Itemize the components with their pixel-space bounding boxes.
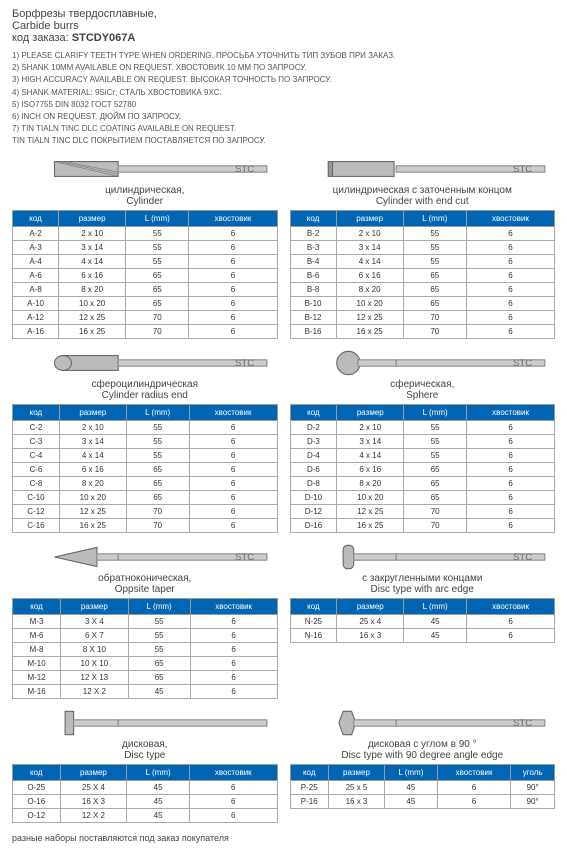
- table-row: C-1616 x 25706: [13, 518, 278, 532]
- header: Борфрезы твердосплавные, Carbide burrs к…: [12, 8, 555, 44]
- footer-text: разные наборы поставляются под заказ пок…: [12, 833, 555, 843]
- spec-table-B: кодразмерL (mm)хвостовикB-22 x 10556B-33…: [290, 210, 556, 339]
- spec-table-D: кодразмерL (mm)хвостовикD-22 x 10556D-33…: [290, 404, 556, 533]
- svg-text:STC: STC: [513, 552, 532, 563]
- table-row: C-66 x 16656: [13, 462, 278, 476]
- spec-table-O: кодразмерL (mm)хвостовикO-2525 X 4456O-1…: [12, 764, 278, 823]
- table-row: B-88 x 20656: [290, 282, 555, 296]
- table-row: N-2525 x 4456: [290, 614, 555, 628]
- table-row: D-22 x 10556: [290, 420, 555, 434]
- note-line: 7) TIN TIALN TINC DLC COATING AVAILABLE …: [12, 123, 555, 134]
- section-title: дисковая, Disc type: [12, 739, 278, 761]
- notes-list: 1) PLEASE CLARIFY TEETH TYPE WHEN ORDERI…: [12, 50, 555, 147]
- table-row: C-1010 x 20656: [13, 490, 278, 504]
- table-row: D-44 x 14556: [290, 448, 555, 462]
- section-title: дисковая с углом в 90 ° Disc type with 9…: [290, 739, 556, 761]
- section-title: цилиндрическая, Cylinder: [12, 185, 278, 207]
- table-row: A-1616 x 25706: [13, 324, 278, 338]
- spec-table-C: кодразмерL (mm)хвостовикC-22 x 10556C-33…: [12, 404, 278, 533]
- section-P: STC дисковая с углом в 90 ° Disc type wi…: [290, 709, 556, 823]
- spec-table-M: кодразмерL (mm)хвостовикM-33 X 4556M-66 …: [12, 598, 278, 699]
- tool-diagram-A: STC: [12, 155, 278, 183]
- tool-diagram-D: STC: [290, 349, 556, 377]
- tool-diagram-N: STC: [290, 543, 556, 571]
- table-row: C-33 x 14556: [13, 434, 278, 448]
- tool-diagram-C: STC: [12, 349, 278, 377]
- table-row: M-1212 X 13656: [13, 670, 278, 684]
- table-row: D-66 x 16656: [290, 462, 555, 476]
- title-en: Carbide burrs: [12, 20, 555, 32]
- table-row: A-1212 x 25706: [13, 310, 278, 324]
- section-A: STC цилиндрическая, Cylinder кодразмерL …: [12, 155, 278, 339]
- table-row: A-66 x 16656: [13, 268, 278, 282]
- spec-table-P: кодразмерL (mm)хвостовикугольP-2525 x 54…: [290, 764, 556, 809]
- table-row: C-1212 x 25706: [13, 504, 278, 518]
- order-code: код заказа: STCDY067A: [12, 32, 555, 44]
- table-row: D-33 x 14556: [290, 434, 555, 448]
- spec-table-A: кодразмерL (mm)хвостовикA-22 x 10556A-33…: [12, 210, 278, 339]
- tool-diagram-M: STC: [12, 543, 278, 571]
- section-title: цилиндрическая с заточенным концом Cylin…: [290, 185, 556, 207]
- svg-text:STC: STC: [513, 718, 532, 729]
- tool-diagram-O: [12, 709, 278, 737]
- table-row: D-88 x 20656: [290, 476, 555, 490]
- table-row: C-44 x 14556: [13, 448, 278, 462]
- table-row: M-66 X 7556: [13, 628, 278, 642]
- table-row: A-44 x 14556: [13, 254, 278, 268]
- section-title: сферическая, Sphere: [290, 379, 556, 401]
- table-row: B-44 x 14556: [290, 254, 555, 268]
- table-row: M-1010 X 10656: [13, 656, 278, 670]
- note-line: 6) INCH ON REQUEST. ДЮЙМ ПО ЗАПРОСУ.: [12, 111, 555, 122]
- section-O: дисковая, Disc type кодразмерL (mm)хвост…: [12, 709, 278, 823]
- section-M: STC обратноконическая, Oppsite taper код…: [12, 543, 278, 699]
- svg-text:STC: STC: [235, 164, 254, 175]
- section-title: с закругленными концами Disc type with a…: [290, 573, 556, 595]
- table-row: M-88 X 10556: [13, 642, 278, 656]
- note-line: 1) PLEASE CLARIFY TEETH TYPE WHEN ORDERI…: [12, 50, 555, 61]
- note-line: 4) SHANK MATERIAL: 9SiCr; СТАЛЬ ХВОСТОВИ…: [12, 87, 555, 98]
- note-line: 3) HIGH ACCURACY AVAILABLE ON REQUEST. В…: [12, 74, 555, 85]
- svg-text:STC: STC: [235, 358, 254, 369]
- note-line: 5) ISO7755 DIN 8032 ГОСТ 52780: [12, 99, 555, 110]
- note-line: TIN TIALN TINC DLC ПОКРЫТИЕМ ПОСТАВЛЯЕТС…: [12, 135, 555, 146]
- table-row: A-33 x 14556: [13, 240, 278, 254]
- table-row: C-88 x 20656: [13, 476, 278, 490]
- spec-table-N: кодразмерL (mm)хвостовикN-2525 x 4456N-1…: [290, 598, 556, 643]
- table-row: B-1616 x 25706: [290, 324, 555, 338]
- note-line: 2) SHANK 10MM AVAILABLE ON REQUEST. ХВОС…: [12, 62, 555, 73]
- tool-diagram-P: STC: [290, 709, 556, 737]
- table-row: A-88 x 20656: [13, 282, 278, 296]
- table-row: B-66 x 16656: [290, 268, 555, 282]
- table-row: O-1212 X 2456: [13, 808, 278, 822]
- section-N: STC с закругленными концами Disc type wi…: [290, 543, 556, 699]
- table-row: B-22 x 10556: [290, 226, 555, 240]
- svg-text:STC: STC: [513, 164, 532, 175]
- table-row: C-22 x 10556: [13, 420, 278, 434]
- svg-text:STC: STC: [235, 552, 254, 563]
- table-row: A-22 x 10556: [13, 226, 278, 240]
- table-row: N-1616 x 3456: [290, 628, 555, 642]
- section-C: STC сфероцилиндрическая Cylinder radius …: [12, 349, 278, 533]
- section-B: STC цилиндрическая с заточенным концом C…: [290, 155, 556, 339]
- table-row: D-1212 x 25706: [290, 504, 555, 518]
- section-title: обратноконическая, Oppsite taper: [12, 573, 278, 595]
- table-row: B-1010 x 20656: [290, 296, 555, 310]
- table-row: P-1616 x 345690°: [290, 794, 555, 808]
- tool-diagram-B: STC: [290, 155, 556, 183]
- section-D: STC сферическая, Sphere кодразмерL (mm)х…: [290, 349, 556, 533]
- title-ru: Борфрезы твердосплавные,: [12, 8, 555, 20]
- table-row: A-1010 x 20656: [13, 296, 278, 310]
- table-row: B-33 x 14556: [290, 240, 555, 254]
- table-row: O-1616 X 3456: [13, 794, 278, 808]
- table-row: O-2525 X 4456: [13, 780, 278, 794]
- svg-text:STC: STC: [513, 358, 532, 369]
- table-row: B-1212 x 25706: [290, 310, 555, 324]
- section-title: сфероцилиндрическая Cylinder radius end: [12, 379, 278, 401]
- table-row: M-33 X 4556: [13, 614, 278, 628]
- table-row: P-2525 x 545690°: [290, 780, 555, 794]
- table-row: M-1612 X 2456: [13, 684, 278, 698]
- table-row: D-1010 x 20656: [290, 490, 555, 504]
- table-row: D-1616 x 25706: [290, 518, 555, 532]
